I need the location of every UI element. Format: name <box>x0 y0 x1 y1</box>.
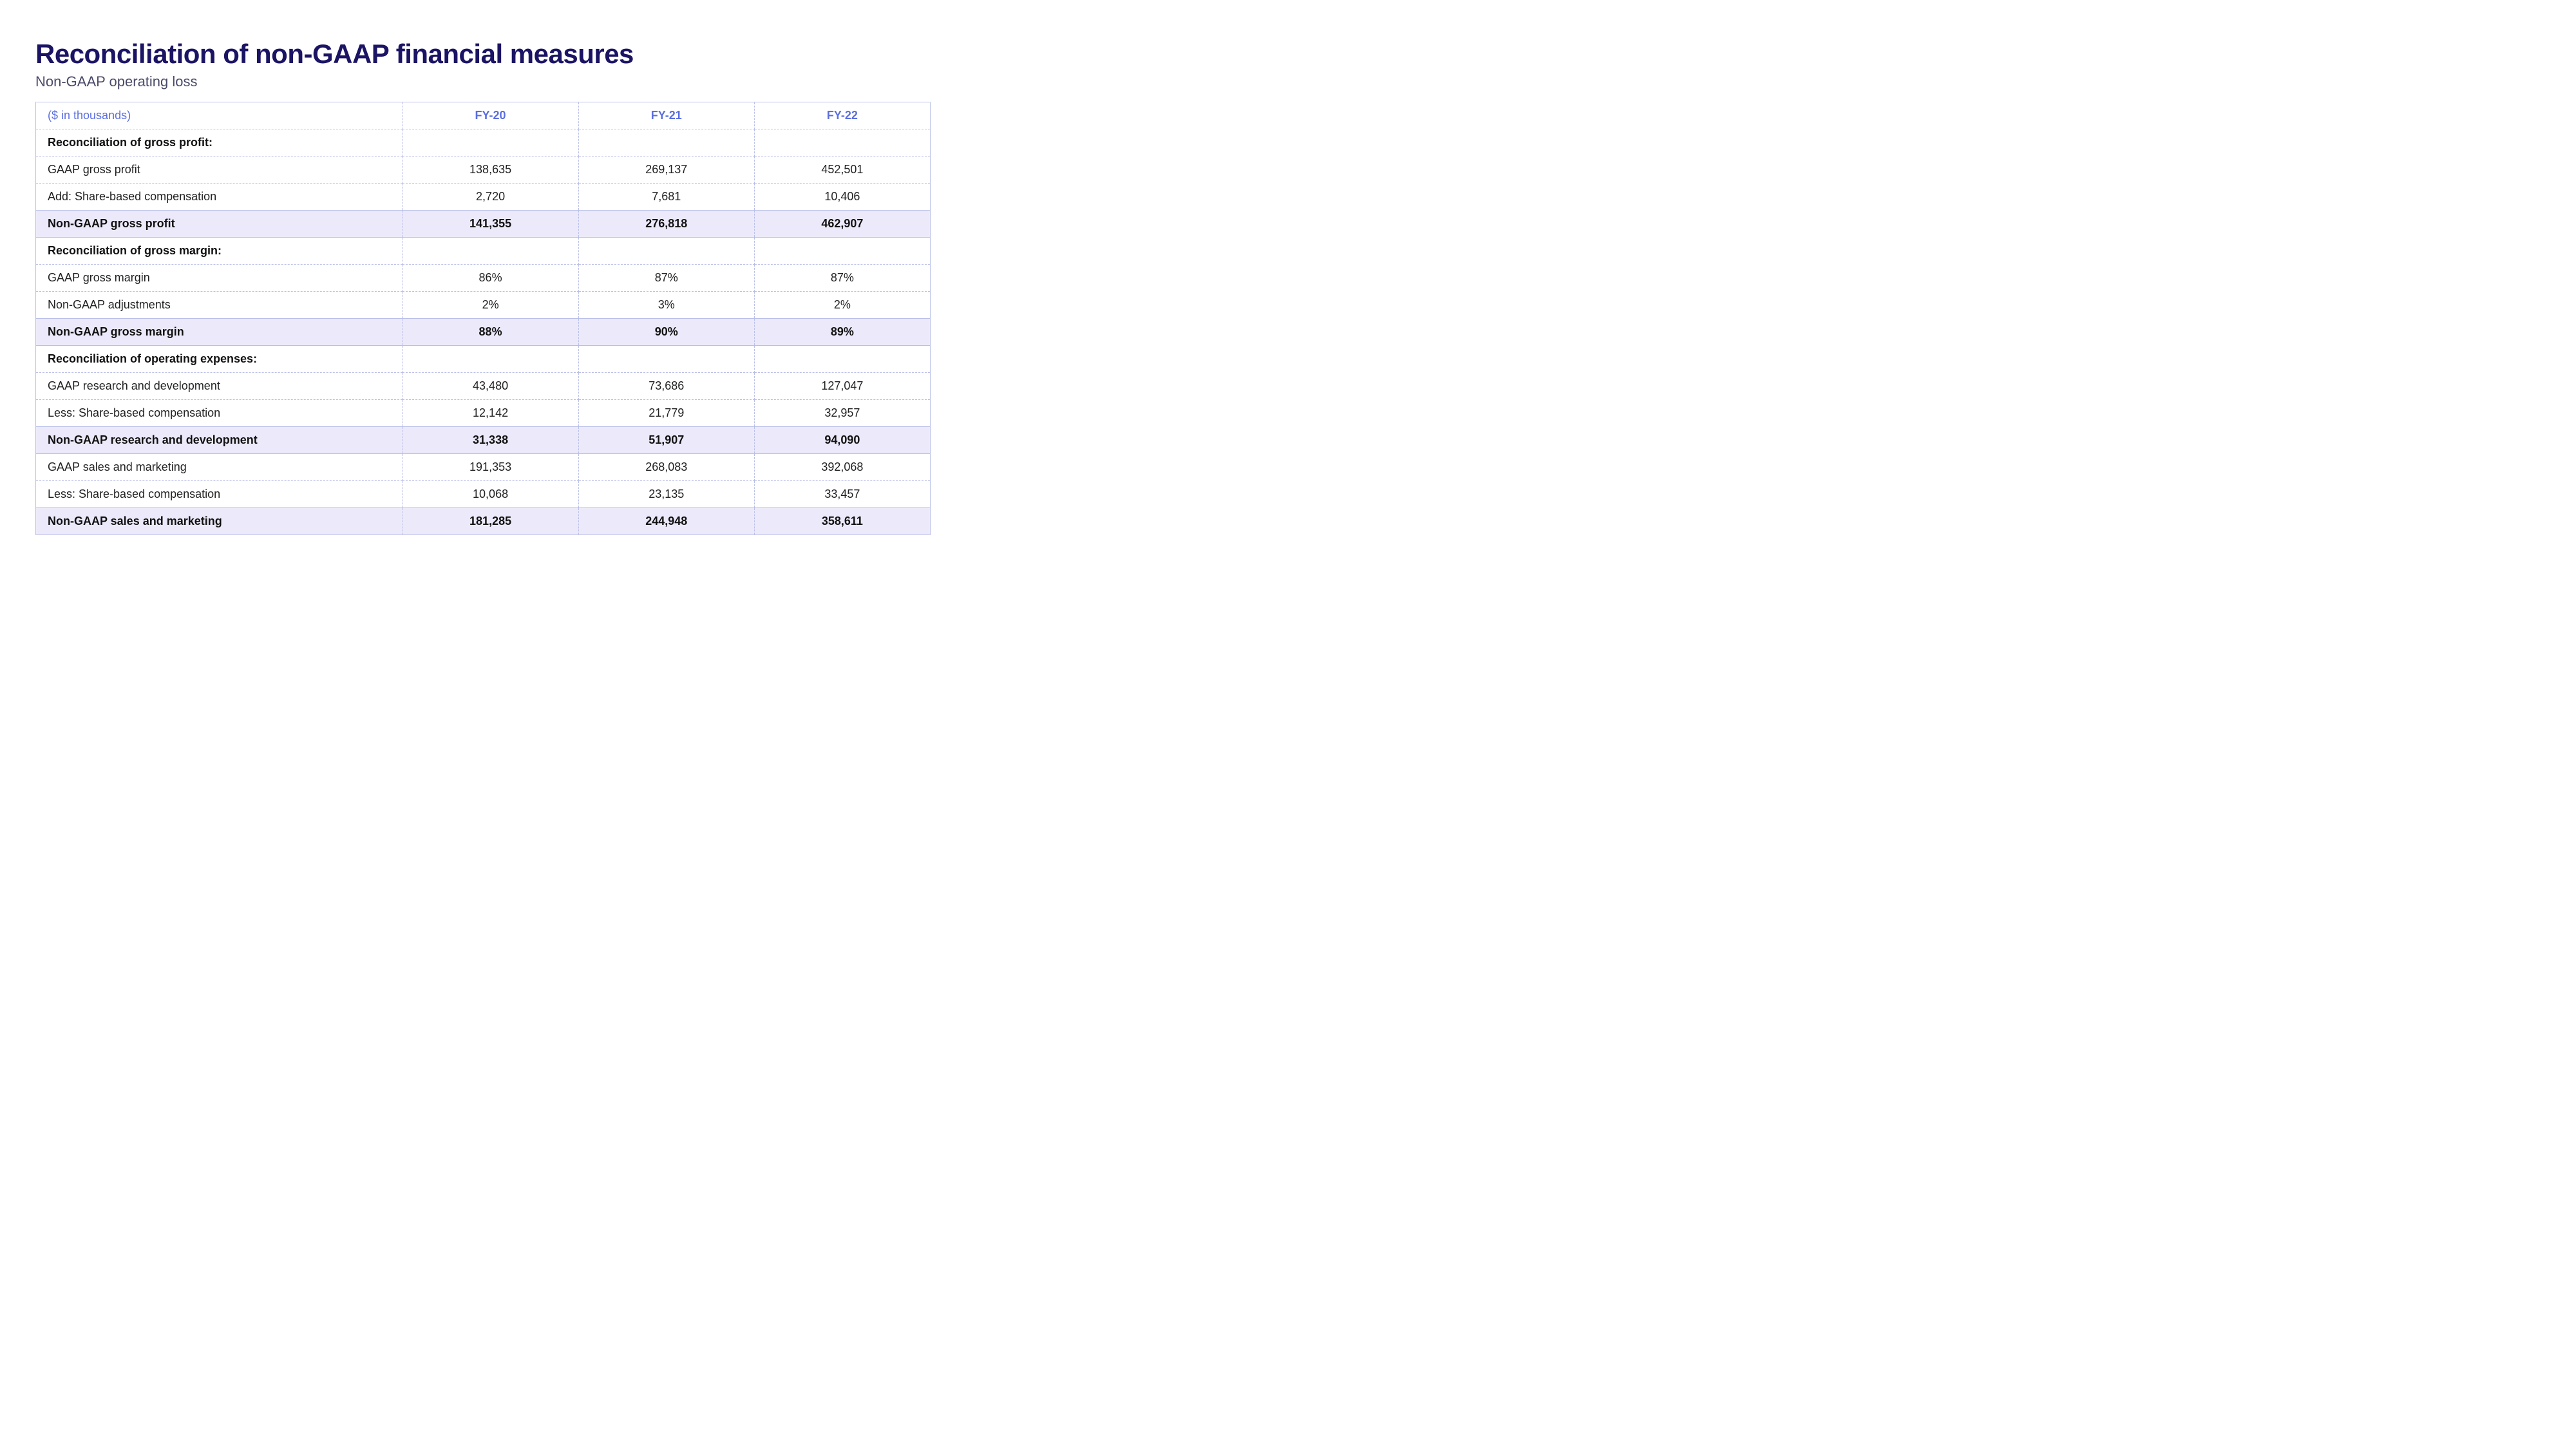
table-row: Add: Share-based compensation2,7207,6811… <box>36 184 931 211</box>
table-row: GAAP gross profit138,635269,137452,501 <box>36 156 931 184</box>
cell-value: 12,142 <box>402 400 578 427</box>
row-label: Less: Share-based compensation <box>36 481 402 508</box>
row-label: GAAP gross profit <box>36 156 402 184</box>
col-header: FY-20 <box>402 102 578 129</box>
table-row: Reconciliation of operating expenses: <box>36 346 931 373</box>
row-label: Non-GAAP gross margin <box>36 319 402 346</box>
cell-value: 73,686 <box>578 373 754 400</box>
cell-value <box>578 129 754 156</box>
cell-value <box>402 129 578 156</box>
col-header: FY-22 <box>754 102 930 129</box>
row-label: Non-GAAP gross profit <box>36 211 402 238</box>
cell-value: 452,501 <box>754 156 930 184</box>
row-label: Reconciliation of gross profit: <box>36 129 402 156</box>
row-label: Non-GAAP research and development <box>36 427 402 454</box>
cell-value: 191,353 <box>402 454 578 481</box>
cell-value <box>578 238 754 265</box>
cell-value: 10,068 <box>402 481 578 508</box>
table-row: GAAP gross margin86%87%87% <box>36 265 931 292</box>
table-row: Non-GAAP sales and marketing181,285244,9… <box>36 508 931 535</box>
row-label: Add: Share-based compensation <box>36 184 402 211</box>
cell-value: 23,135 <box>578 481 754 508</box>
cell-value: 7,681 <box>578 184 754 211</box>
cell-value <box>754 238 930 265</box>
cell-value: 88% <box>402 319 578 346</box>
cell-value: 3% <box>578 292 754 319</box>
financial-table: ($ in thousands) FY-20 FY-21 FY-22 Recon… <box>35 102 931 535</box>
row-label: GAAP research and development <box>36 373 402 400</box>
table-row: Less: Share-based compensation10,06823,1… <box>36 481 931 508</box>
cell-value <box>402 346 578 373</box>
cell-value: 94,090 <box>754 427 930 454</box>
row-label: Non-GAAP sales and marketing <box>36 508 402 535</box>
cell-value: 89% <box>754 319 930 346</box>
cell-value: 43,480 <box>402 373 578 400</box>
table-row: Non-GAAP adjustments2%3%2% <box>36 292 931 319</box>
row-label: Non-GAAP adjustments <box>36 292 402 319</box>
cell-value: 90% <box>578 319 754 346</box>
cell-value: 32,957 <box>754 400 930 427</box>
cell-value: 358,611 <box>754 508 930 535</box>
page-subtitle: Non-GAAP operating loss <box>35 73 931 90</box>
cell-value: 269,137 <box>578 156 754 184</box>
row-label: Reconciliation of operating expenses: <box>36 346 402 373</box>
cell-value: 392,068 <box>754 454 930 481</box>
cell-value: 31,338 <box>402 427 578 454</box>
cell-value: 2% <box>402 292 578 319</box>
cell-value: 33,457 <box>754 481 930 508</box>
cell-value <box>754 346 930 373</box>
cell-value <box>402 238 578 265</box>
col-header: FY-21 <box>578 102 754 129</box>
cell-value: 86% <box>402 265 578 292</box>
cell-value: 181,285 <box>402 508 578 535</box>
cell-value: 462,907 <box>754 211 930 238</box>
cell-value: 127,047 <box>754 373 930 400</box>
table-header-row: ($ in thousands) FY-20 FY-21 FY-22 <box>36 102 931 129</box>
table-row: Reconciliation of gross margin: <box>36 238 931 265</box>
cell-value: 2,720 <box>402 184 578 211</box>
cell-value: 138,635 <box>402 156 578 184</box>
table-row: Non-GAAP gross margin88%90%89% <box>36 319 931 346</box>
table-row: GAAP sales and marketing191,353268,08339… <box>36 454 931 481</box>
unit-label: ($ in thousands) <box>36 102 402 129</box>
table-row: Non-GAAP research and development31,3385… <box>36 427 931 454</box>
cell-value: 276,818 <box>578 211 754 238</box>
row-label: GAAP sales and marketing <box>36 454 402 481</box>
cell-value: 244,948 <box>578 508 754 535</box>
row-label: Reconciliation of gross margin: <box>36 238 402 265</box>
cell-value: 141,355 <box>402 211 578 238</box>
cell-value: 87% <box>578 265 754 292</box>
table-row: GAAP research and development43,48073,68… <box>36 373 931 400</box>
table-row: Less: Share-based compensation12,14221,7… <box>36 400 931 427</box>
cell-value: 21,779 <box>578 400 754 427</box>
cell-value: 10,406 <box>754 184 930 211</box>
cell-value: 2% <box>754 292 930 319</box>
table-row: Reconciliation of gross profit: <box>36 129 931 156</box>
table-row: Non-GAAP gross profit141,355276,818462,9… <box>36 211 931 238</box>
row-label: Less: Share-based compensation <box>36 400 402 427</box>
cell-value: 51,907 <box>578 427 754 454</box>
cell-value <box>754 129 930 156</box>
page-title: Reconciliation of non-GAAP financial mea… <box>35 39 931 70</box>
row-label: GAAP gross margin <box>36 265 402 292</box>
cell-value: 87% <box>754 265 930 292</box>
cell-value <box>578 346 754 373</box>
cell-value: 268,083 <box>578 454 754 481</box>
